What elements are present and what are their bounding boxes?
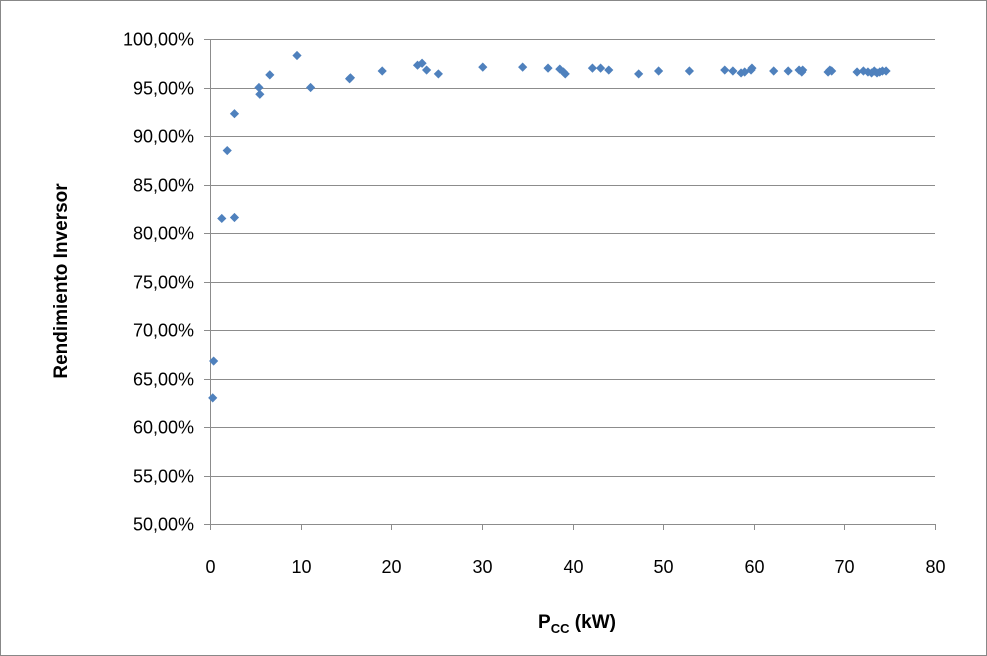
data-point — [229, 212, 240, 223]
data-point — [255, 89, 265, 99]
x-axis-title: PCC (kW) — [538, 612, 616, 636]
data-point — [433, 69, 443, 79]
x-axis-title-unit: (kW) — [570, 612, 616, 633]
data-point — [217, 213, 227, 224]
y-tick-label: 80,00% — [133, 224, 194, 244]
data-point — [421, 65, 432, 75]
axes — [204, 39, 936, 530]
y-tick-label: 85,00% — [133, 176, 194, 196]
data-point — [783, 66, 793, 76]
data-point — [345, 73, 356, 83]
data-point — [634, 69, 644, 79]
x-tick-label: 0 — [205, 557, 215, 577]
data-point — [560, 69, 570, 79]
data-point — [653, 66, 664, 76]
data-point — [208, 393, 218, 403]
data-point — [728, 66, 738, 76]
data-point — [265, 70, 275, 80]
data-point — [417, 58, 427, 68]
data-point — [229, 109, 240, 119]
y-tick-label: 55,00% — [133, 467, 194, 487]
data-point — [720, 65, 730, 75]
data-point — [684, 66, 695, 76]
data-point — [478, 62, 488, 72]
x-tick-label: 80 — [925, 557, 945, 577]
x-axis-title-main: P — [538, 612, 551, 633]
y-tick-label: 90,00% — [133, 127, 194, 147]
gridlines — [210, 39, 935, 477]
data-point — [543, 63, 553, 73]
y-axis-title: Rendimiento Inversor — [51, 183, 72, 379]
x-tick-label: 60 — [744, 557, 764, 577]
x-tick-label: 20 — [381, 557, 401, 577]
data-point — [881, 66, 891, 76]
data-point — [852, 67, 862, 77]
data-point — [222, 145, 232, 156]
y-tick-label: 100,00% — [123, 30, 194, 50]
data-point — [604, 65, 614, 75]
x-tick-labels: 0 10 20 30 40 50 60 70 80 — [205, 557, 945, 577]
x-tick-label: 70 — [834, 557, 854, 577]
data-point — [305, 82, 316, 93]
data-point — [518, 62, 528, 72]
x-axis-title-subscript: CC — [551, 621, 570, 636]
y-tick-label: 75,00% — [133, 273, 194, 293]
data-point — [827, 66, 837, 76]
data-point — [747, 63, 757, 73]
data-point — [587, 63, 598, 73]
data-point — [769, 66, 779, 76]
data-point — [254, 82, 264, 93]
y-tick-label: 95,00% — [133, 79, 194, 99]
data-point — [595, 63, 606, 73]
y-tick-label: 60,00% — [133, 418, 194, 438]
x-tick-label: 30 — [472, 557, 492, 577]
y-tick-label: 50,00% — [133, 515, 194, 535]
data-point — [209, 356, 219, 366]
y-tick-label: 65,00% — [133, 370, 194, 390]
x-tick-label: 50 — [653, 557, 673, 577]
x-tick-label: 40 — [563, 557, 583, 577]
y-tick-label: 70,00% — [133, 321, 194, 341]
data-points — [208, 50, 891, 403]
data-point — [798, 65, 808, 75]
x-tick-label: 10 — [291, 557, 311, 577]
data-point — [377, 66, 387, 76]
y-tick-labels: 50,00% 55,00% 60,00% 65,00% 70,00% 75,00% 80,0… — [123, 30, 194, 535]
data-point — [292, 50, 302, 61]
